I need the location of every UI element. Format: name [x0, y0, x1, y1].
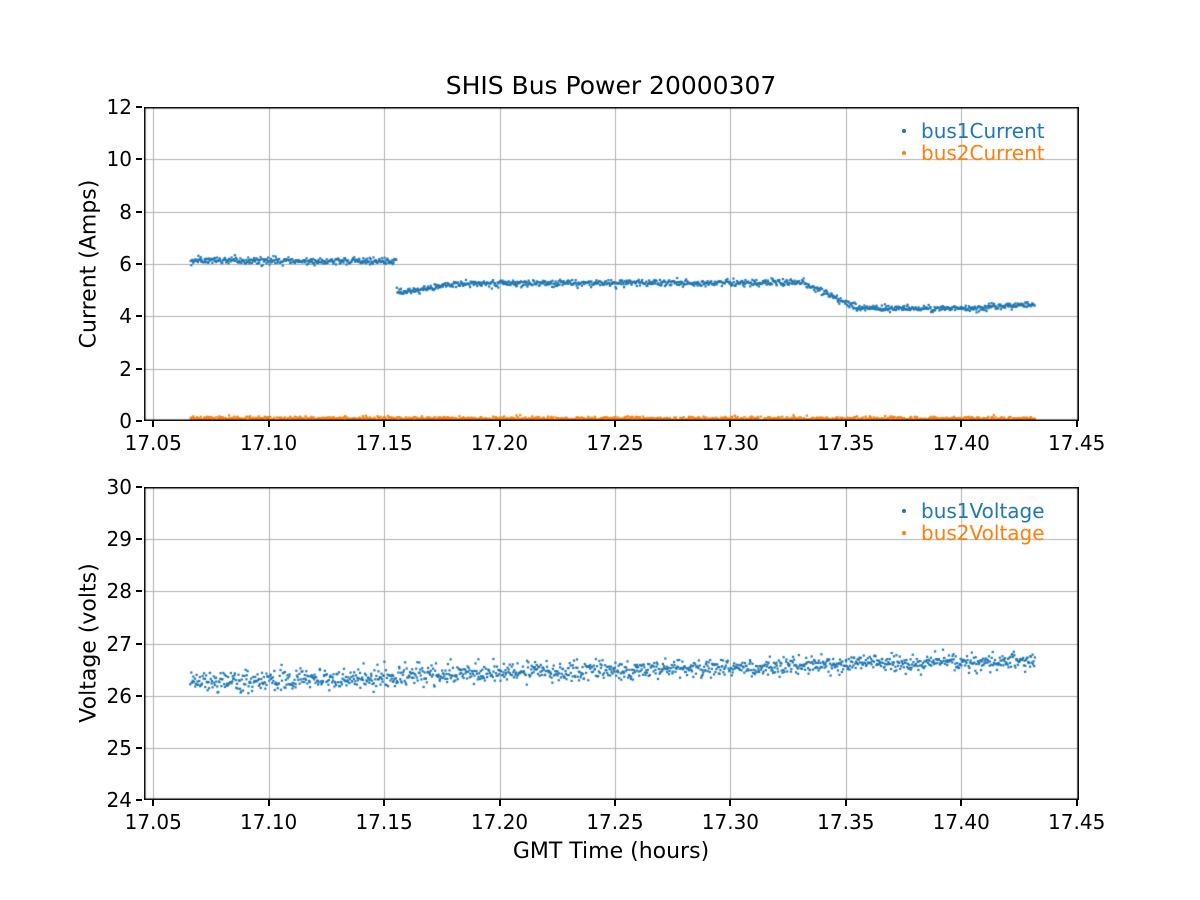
y-tick-mark	[136, 420, 142, 422]
y-tick-mark	[136, 694, 142, 697]
y-tick-mark	[136, 590, 142, 593]
x-tick-label: 17.35	[817, 810, 875, 834]
x-tick-label: 17.05	[124, 810, 182, 834]
x-tick-mark	[960, 800, 963, 806]
x-tick-mark	[498, 421, 501, 427]
x-tick-label: 17.10	[240, 810, 298, 834]
x-tick-mark	[1075, 800, 1078, 806]
y-tick-mark	[136, 538, 142, 541]
legend-current: bus1Current bus2Current	[896, 120, 1045, 164]
x-tick-mark	[1075, 421, 1078, 427]
x-tick-label: 17.15	[355, 431, 413, 455]
y-tick-mark	[136, 106, 142, 108]
y-tick-label: 24	[106, 788, 132, 812]
y-tick-label: 26	[106, 683, 132, 708]
x-tick-mark	[152, 800, 155, 806]
x-tick-label: 17.15	[355, 810, 413, 834]
x-axis-label: GMT Time (hours)	[512, 839, 710, 864]
x-tick-mark	[152, 421, 155, 427]
scatter-dot-icon	[896, 509, 912, 513]
x-tick-mark	[613, 800, 616, 806]
y-tick-label: 27	[106, 631, 132, 656]
scatter-dot-icon	[896, 531, 912, 535]
y-tick-mark	[136, 367, 142, 370]
legend-row: bus2Voltage	[896, 522, 1045, 544]
y-tick-label: 29	[106, 527, 132, 552]
x-tick-mark	[729, 421, 732, 427]
legend-row: bus2Current	[896, 142, 1045, 164]
x-tick-label: 17.20	[470, 431, 529, 455]
legend-label: bus1Voltage	[921, 499, 1045, 523]
y-tick-mark	[136, 315, 142, 318]
legend-label: bus2Voltage	[921, 521, 1045, 545]
y-tick-label: 25	[106, 735, 132, 760]
y-tick-mark	[136, 263, 142, 265]
x-tick-label: 17.10	[240, 431, 298, 455]
x-tick-mark	[267, 421, 270, 427]
scatter-dot-icon	[896, 151, 912, 155]
y-tick-label: 6	[119, 252, 132, 276]
y-tick-label: 28	[106, 579, 132, 604]
x-tick-label: 17.05	[124, 431, 182, 455]
legend-label: bus1Current	[921, 119, 1045, 143]
axes-voltage: bus1Voltage bus2Voltage	[144, 487, 1079, 800]
y-tick-label: 0	[119, 409, 132, 433]
y-tick-label: 2	[119, 356, 132, 381]
x-tick-mark	[729, 800, 732, 806]
x-tick-label: 17.40	[932, 810, 990, 834]
chart-title: SHIS Bus Power 20000307	[445, 71, 777, 100]
legend-row: bus1Voltage	[896, 500, 1045, 522]
x-tick-label: 17.35	[817, 431, 875, 455]
y-tick-label: 10	[106, 147, 132, 172]
x-tick-mark	[613, 421, 616, 427]
x-tick-label: 17.45	[1048, 810, 1106, 834]
x-tick-mark	[498, 800, 501, 806]
axes-current: bus1Current bus2Current	[144, 107, 1079, 421]
y-tick-mark	[136, 746, 142, 749]
x-tick-label: 17.20	[470, 810, 529, 834]
y-tick-label: 30	[106, 475, 132, 499]
y-tick-label: 4	[119, 304, 132, 329]
plot-canvas-current	[144, 107, 1079, 421]
plot-canvas-voltage	[144, 487, 1079, 800]
x-tick-mark	[383, 800, 386, 806]
x-tick-label: 17.30	[701, 810, 760, 834]
x-tick-label: 17.30	[701, 431, 760, 455]
y-tick-label: 12	[106, 95, 132, 119]
x-tick-label: 17.40	[932, 431, 990, 455]
x-tick-label: 17.25	[586, 431, 644, 455]
x-tick-mark	[383, 421, 386, 427]
x-tick-label: 17.45	[1048, 431, 1106, 455]
y-tick-mark	[136, 158, 142, 161]
x-tick-mark	[267, 800, 270, 806]
y-tick-label: 8	[119, 199, 132, 224]
y-tick-mark	[136, 799, 142, 801]
x-tick-label: 17.25	[586, 810, 644, 834]
x-tick-mark	[844, 800, 847, 806]
legend-label: bus2Current	[921, 141, 1045, 165]
scatter-dot-icon	[896, 129, 912, 133]
y-tick-mark	[136, 486, 142, 488]
y-tick-mark	[136, 210, 142, 213]
y-tick-mark	[136, 642, 142, 645]
x-tick-mark	[844, 421, 847, 427]
x-tick-mark	[960, 421, 963, 427]
legend-row: bus1Current	[896, 120, 1045, 142]
legend-voltage: bus1Voltage bus2Voltage	[896, 500, 1045, 544]
